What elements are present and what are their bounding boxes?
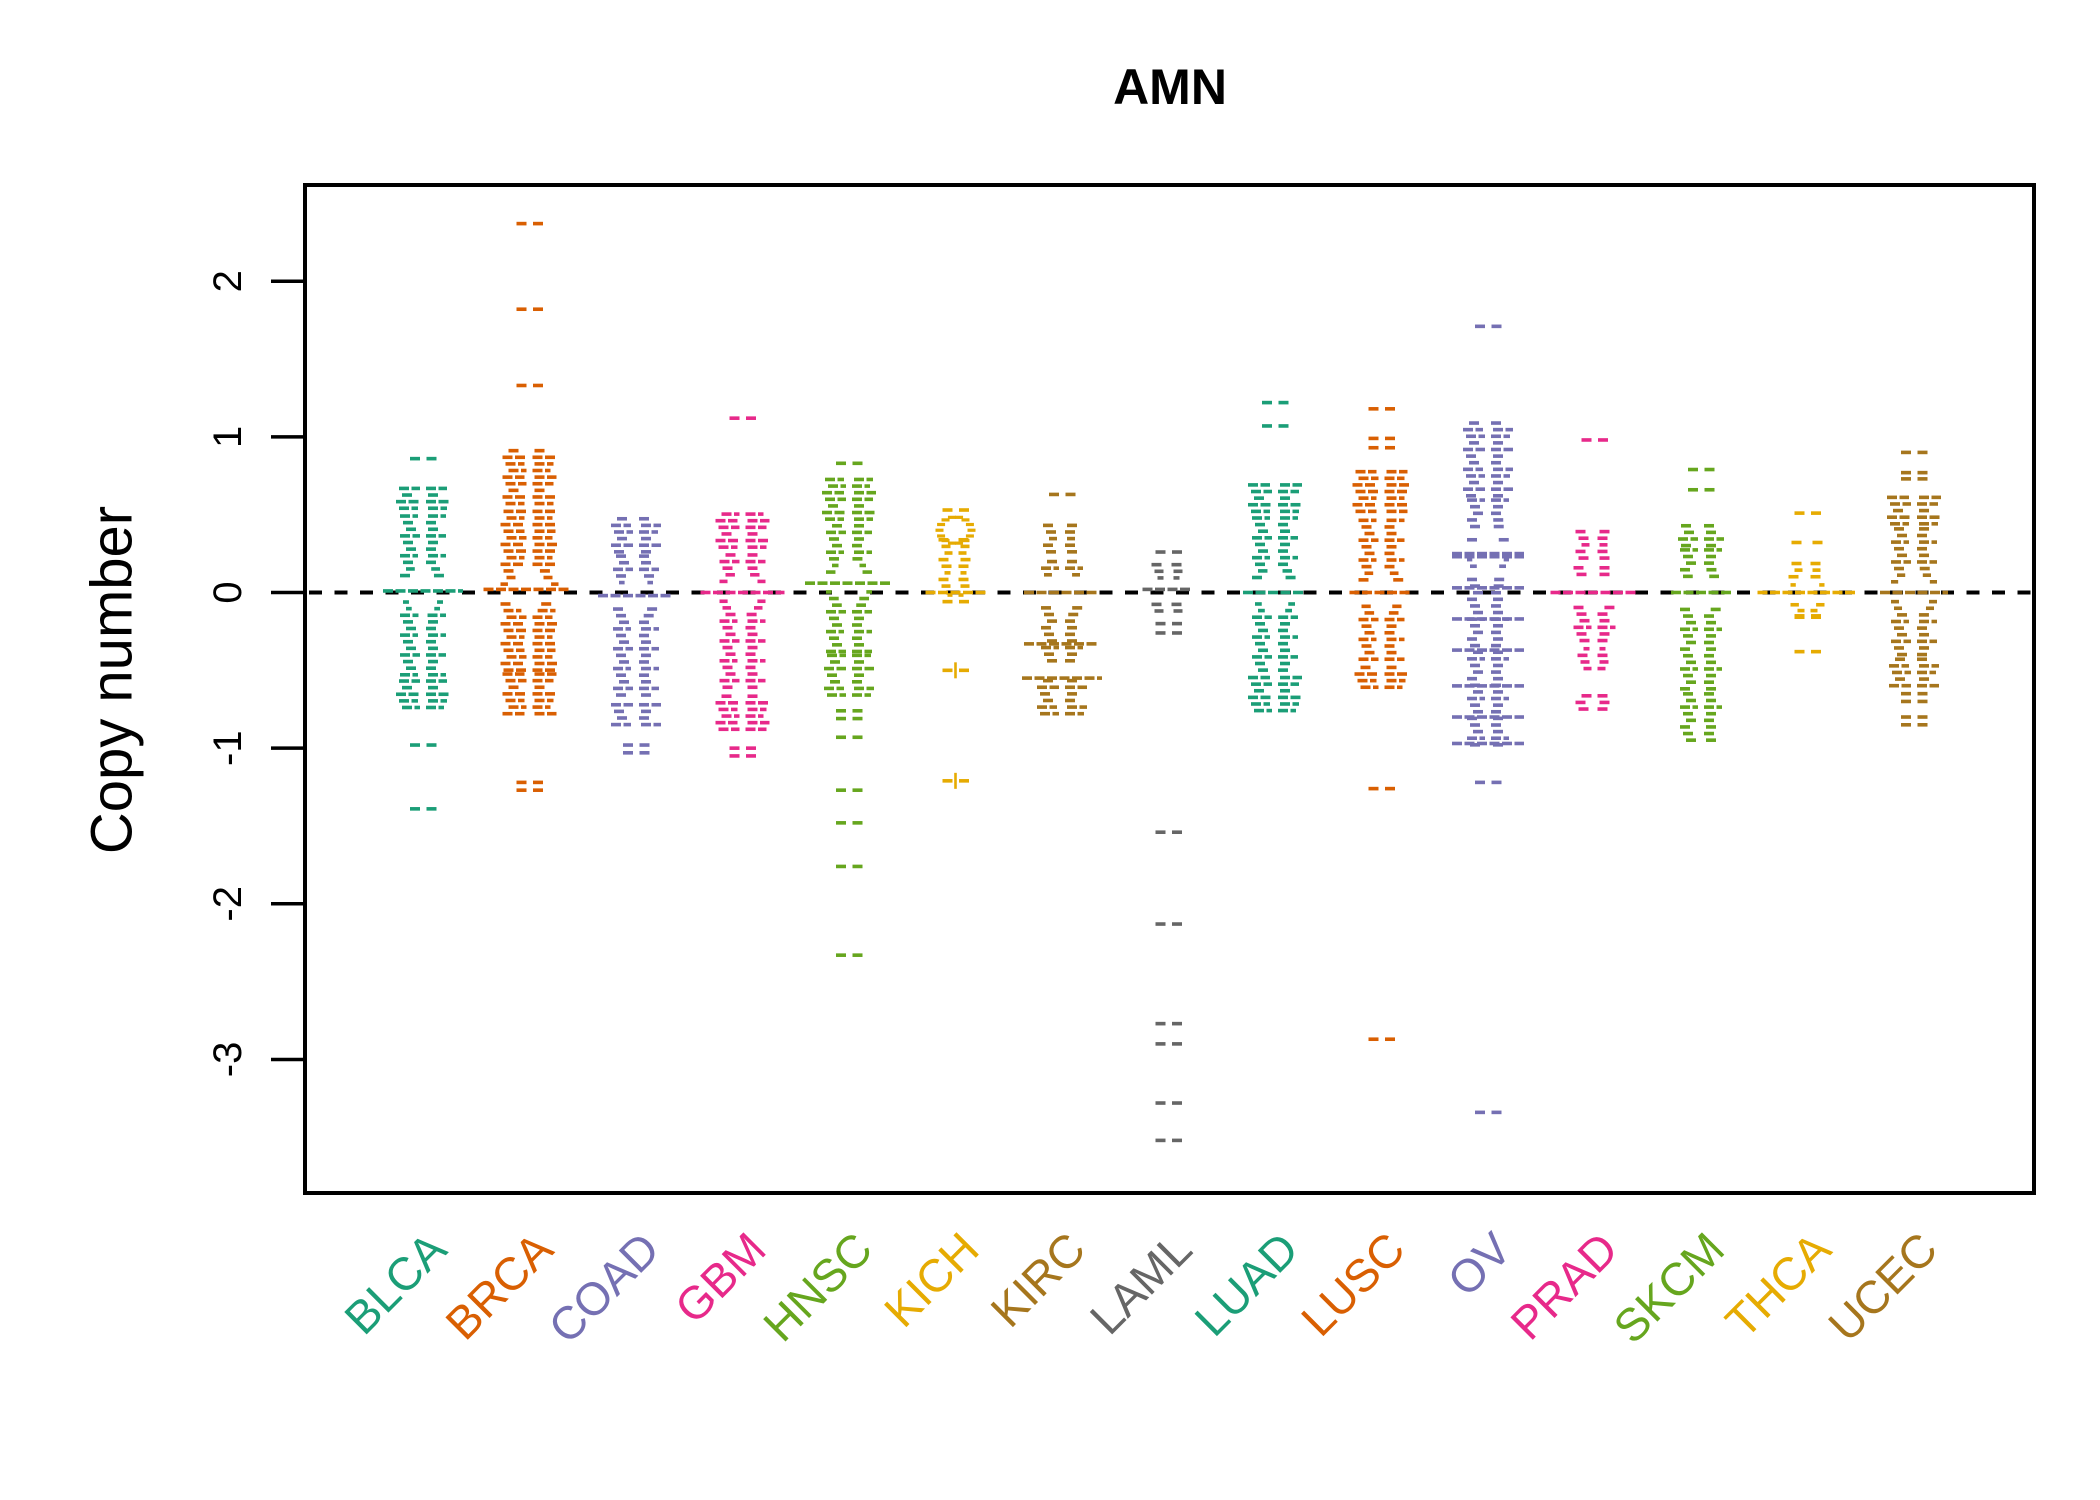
x-label-coad: COAD	[538, 1222, 669, 1353]
swarm-prad	[1550, 438, 1636, 711]
swarm-laml	[1142, 550, 1190, 1143]
y-tick-label: 2	[206, 270, 250, 292]
chart-title: AMN	[1113, 59, 1227, 115]
x-label-ov: OV	[1437, 1222, 1521, 1306]
swarm-kirc	[1022, 492, 1102, 716]
x-label-laml: LAML	[1080, 1222, 1202, 1344]
swarm-kich	[925, 508, 986, 789]
swarm-thca	[1757, 511, 1855, 654]
x-label-blca: BLCA	[334, 1222, 456, 1344]
swarm-gbm	[700, 416, 785, 758]
y-tick-label: -2	[206, 886, 250, 922]
x-label-ucec: UCEC	[1818, 1222, 1947, 1351]
x-label-luad: LUAD	[1185, 1222, 1309, 1346]
plot-border	[303, 183, 2036, 1195]
y-tick-label: -3	[206, 1042, 250, 1078]
y-tick-label: -1	[206, 730, 250, 766]
swarm-hnsc	[805, 461, 890, 957]
swarm-luad	[1243, 400, 1303, 713]
swarm-ov	[1452, 324, 1524, 1115]
x-label-thca: THCA	[1715, 1222, 1841, 1348]
x-label-lusc: LUSC	[1291, 1222, 1415, 1346]
swarm-blca	[383, 456, 463, 811]
x-label-prad: PRAD	[1500, 1222, 1627, 1349]
swarm-brca	[483, 221, 569, 792]
y-tick-label: 0	[206, 581, 250, 603]
x-label-kirc: KIRC	[981, 1222, 1095, 1336]
x-label-hnsc: HNSC	[753, 1222, 882, 1351]
x-label-skcm: SKCM	[1603, 1222, 1734, 1353]
swarm-lusc	[1349, 407, 1410, 1042]
swarm-skcm	[1671, 467, 1731, 742]
x-label-brca: BRCA	[435, 1222, 562, 1349]
swarm-ucec	[1880, 450, 1948, 727]
swarm-coad	[598, 516, 671, 755]
y-tick-label: 1	[206, 426, 250, 448]
x-label-kich: KICH	[874, 1222, 988, 1336]
